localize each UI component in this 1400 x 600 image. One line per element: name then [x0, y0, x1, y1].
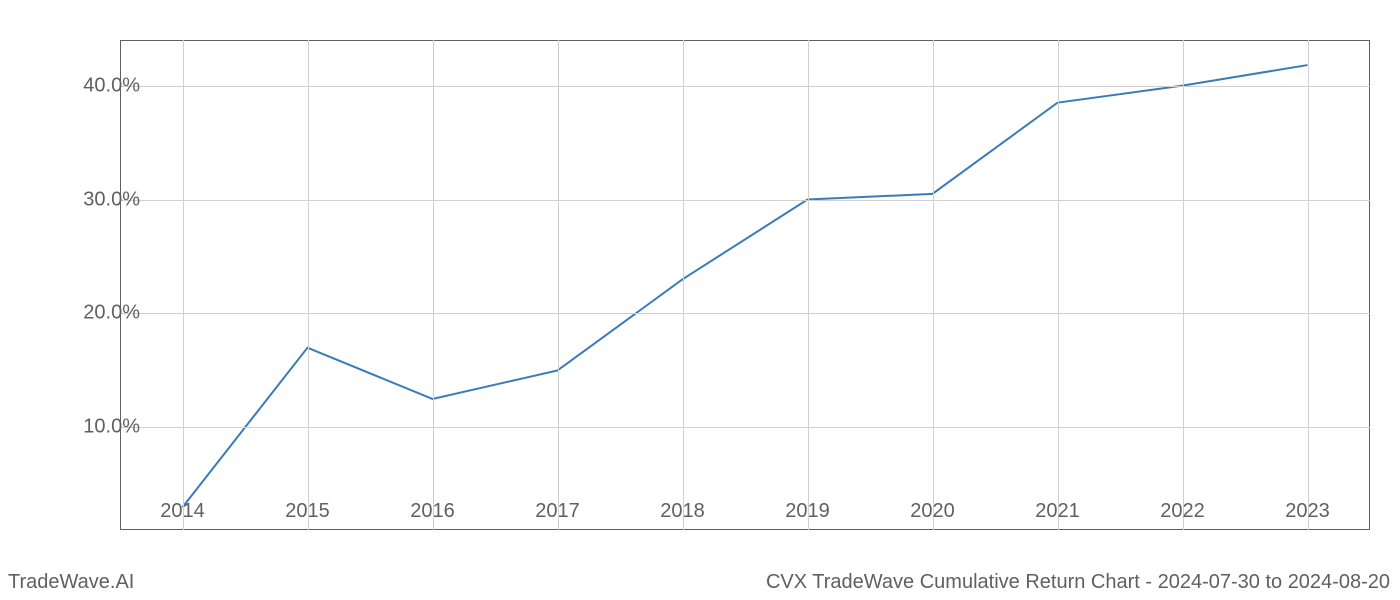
footer-left-text: TradeWave.AI — [8, 571, 134, 594]
y-tick-label: 10.0% — [83, 416, 140, 439]
grid-line-vertical — [1183, 40, 1184, 530]
x-tick-label: 2022 — [1160, 500, 1205, 523]
x-tick-label: 2019 — [785, 500, 830, 523]
footer-right-text: CVX TradeWave Cumulative Return Chart - … — [766, 571, 1390, 594]
x-tick-label: 2014 — [160, 500, 205, 523]
grid-line-vertical — [308, 40, 309, 530]
x-tick-label: 2015 — [285, 500, 330, 523]
grid-line-horizontal — [120, 313, 1370, 314]
grid-line-horizontal — [120, 86, 1370, 87]
x-tick-label: 2023 — [1285, 500, 1330, 523]
y-tick-label: 20.0% — [83, 302, 140, 325]
grid-line-vertical — [1058, 40, 1059, 530]
grid-line-vertical — [933, 40, 934, 530]
grid-line-vertical — [808, 40, 809, 530]
grid-line-horizontal — [120, 427, 1370, 428]
grid-line-vertical — [183, 40, 184, 530]
x-tick-label: 2017 — [535, 500, 580, 523]
y-tick-label: 30.0% — [83, 188, 140, 211]
x-tick-label: 2021 — [1035, 500, 1080, 523]
x-tick-label: 2018 — [660, 500, 705, 523]
data-line — [183, 65, 1308, 507]
grid-line-vertical — [558, 40, 559, 530]
y-tick-label: 40.0% — [83, 74, 140, 97]
chart-container — [120, 40, 1370, 530]
grid-line-horizontal — [120, 200, 1370, 201]
x-tick-label: 2016 — [410, 500, 455, 523]
grid-line-vertical — [683, 40, 684, 530]
x-tick-label: 2020 — [910, 500, 955, 523]
grid-line-vertical — [433, 40, 434, 530]
grid-line-vertical — [1308, 40, 1309, 530]
